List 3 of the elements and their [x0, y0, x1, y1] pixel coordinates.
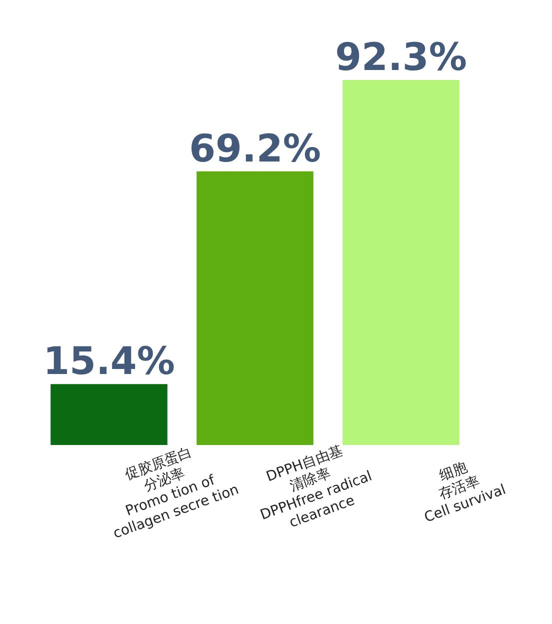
data-label: 15.4%: [43, 339, 175, 384]
data-label: 92.3%: [335, 35, 467, 79]
data-label: 69.2%: [189, 126, 321, 170]
